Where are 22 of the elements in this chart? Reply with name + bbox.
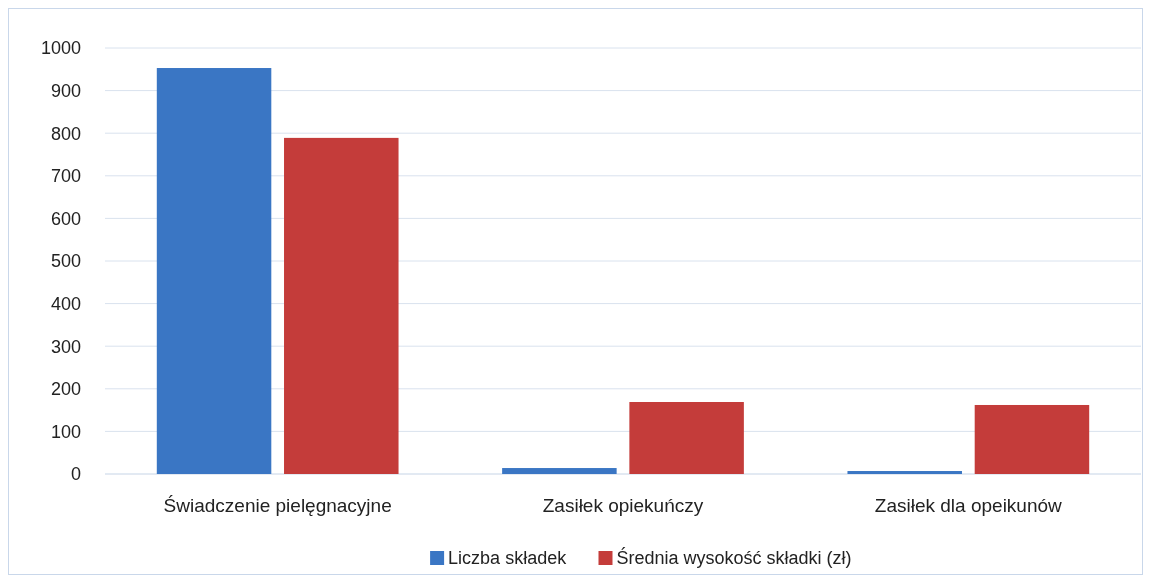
y-tick-label: 900 <box>50 80 81 101</box>
y-tick-label: 100 <box>50 421 81 442</box>
y-tick-label: 300 <box>50 336 81 357</box>
bar <box>284 137 399 474</box>
y-tick-label: 400 <box>50 293 81 314</box>
bar <box>629 402 744 474</box>
bar <box>502 468 617 474</box>
y-tick-label: 0 <box>70 464 81 485</box>
y-tick-label: 1000 <box>40 38 81 59</box>
x-tick-label: Zasiłek dla opeikunów <box>874 495 1063 516</box>
bar <box>974 404 1090 474</box>
bar <box>156 68 272 474</box>
x-tick-label: Świadczenie pielęgnacyjne <box>163 495 392 516</box>
bar <box>847 471 962 474</box>
legend-label: Średnia wysokość składki (zł) <box>616 547 852 569</box>
y-tick-label: 700 <box>50 166 81 187</box>
y-tick-label: 500 <box>50 251 81 272</box>
y-tick-label: 800 <box>50 123 81 144</box>
x-tick-label: Zasiłek opiekuńczy <box>542 495 704 516</box>
y-tick-label: 200 <box>50 379 81 400</box>
legend-label: Liczba składek <box>448 548 568 569</box>
y-tick-label: 600 <box>50 208 81 229</box>
